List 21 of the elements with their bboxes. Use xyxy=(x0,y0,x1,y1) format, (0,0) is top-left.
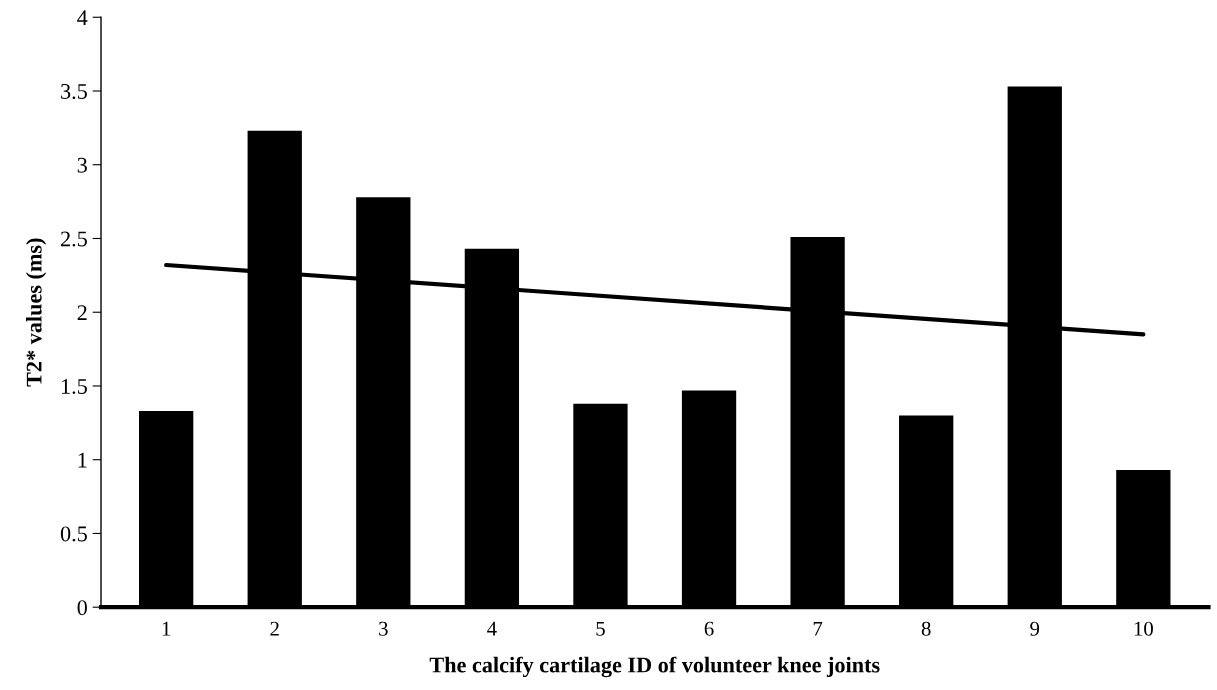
x-tick-label: 10 xyxy=(1134,621,1153,636)
y-tick-label: 3 xyxy=(77,157,87,173)
x-tick-label: 1 xyxy=(162,621,171,636)
x-tick-label: 2 xyxy=(270,621,279,636)
y-tick-label: 2.5 xyxy=(61,231,87,247)
x-tick-label: 6 xyxy=(704,621,714,636)
x-tick-label: 8 xyxy=(921,621,931,636)
x-tick-label: 5 xyxy=(596,621,605,636)
x-tick-label: 3 xyxy=(379,621,388,636)
y-tick-label: 1.5 xyxy=(61,379,87,394)
y-tick-label: 3.5 xyxy=(61,83,87,100)
y-tick-label: 4 xyxy=(77,10,88,25)
x-tick-label: 7 xyxy=(813,621,823,636)
y-tick-label: 1 xyxy=(78,452,87,468)
x-axis-title: The calcify cartilage ID of volunteer knee joints xyxy=(429,656,880,678)
y-axis-title: T2* values (ms) xyxy=(26,238,47,387)
y-tick-label: 0.5 xyxy=(60,526,87,542)
y-tick-label: 2 xyxy=(77,305,87,320)
y-tick-label: 0 xyxy=(77,600,87,616)
x-tick-label: 9 xyxy=(1030,621,1040,636)
x-tick-label: 4 xyxy=(487,621,497,636)
